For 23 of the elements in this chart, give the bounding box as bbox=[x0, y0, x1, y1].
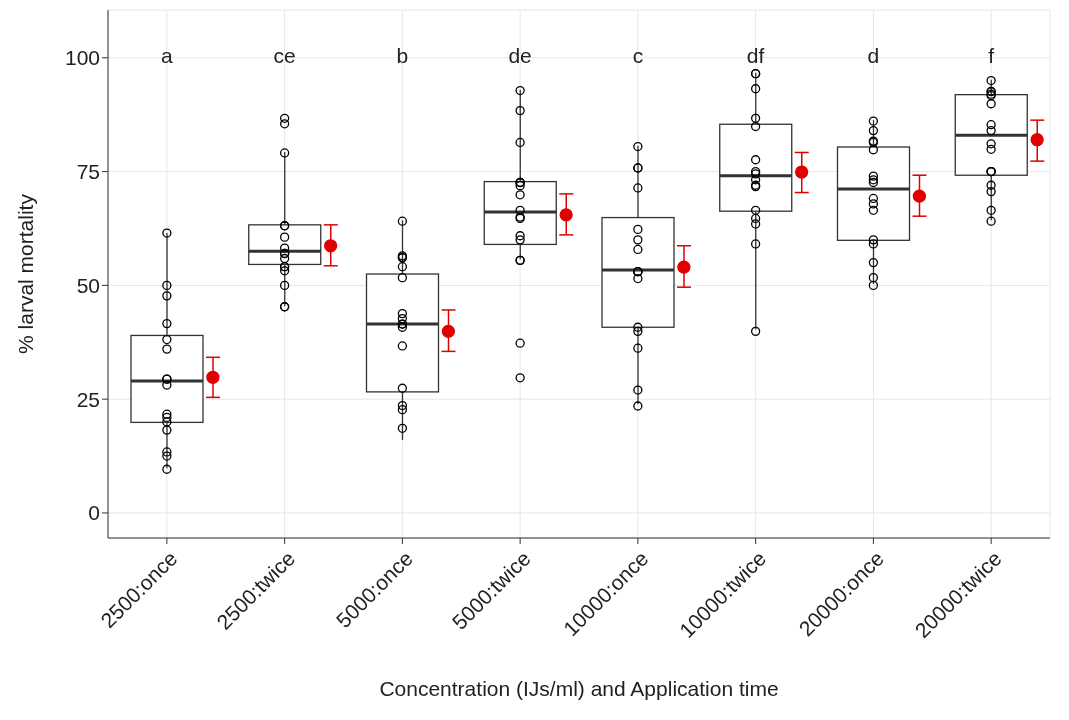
annotation: de bbox=[508, 43, 532, 67]
annotation: df bbox=[746, 43, 765, 67]
point bbox=[912, 189, 927, 203]
y-tick-label: 50 bbox=[76, 273, 100, 297]
point bbox=[441, 324, 456, 338]
point bbox=[1030, 133, 1044, 147]
point bbox=[794, 165, 809, 179]
point bbox=[323, 239, 338, 253]
annotation: f bbox=[988, 43, 995, 67]
annotation: d bbox=[867, 43, 880, 67]
point bbox=[677, 260, 691, 274]
y-axis-title: % larval mortality bbox=[14, 193, 38, 354]
annotation: a bbox=[161, 43, 174, 67]
annotation: c bbox=[632, 43, 644, 67]
annotation: b bbox=[396, 43, 409, 67]
x-axis-title: Concentration (IJs/ml) and Application time bbox=[379, 677, 779, 700]
y-tick-label: 75 bbox=[76, 160, 100, 184]
annotation: ce bbox=[273, 43, 296, 67]
y-tick-label: 100 bbox=[64, 46, 100, 70]
point bbox=[206, 370, 220, 384]
y-tick-label: 0 bbox=[88, 501, 100, 525]
y-tick-label: 25 bbox=[76, 387, 100, 411]
point bbox=[559, 208, 573, 222]
